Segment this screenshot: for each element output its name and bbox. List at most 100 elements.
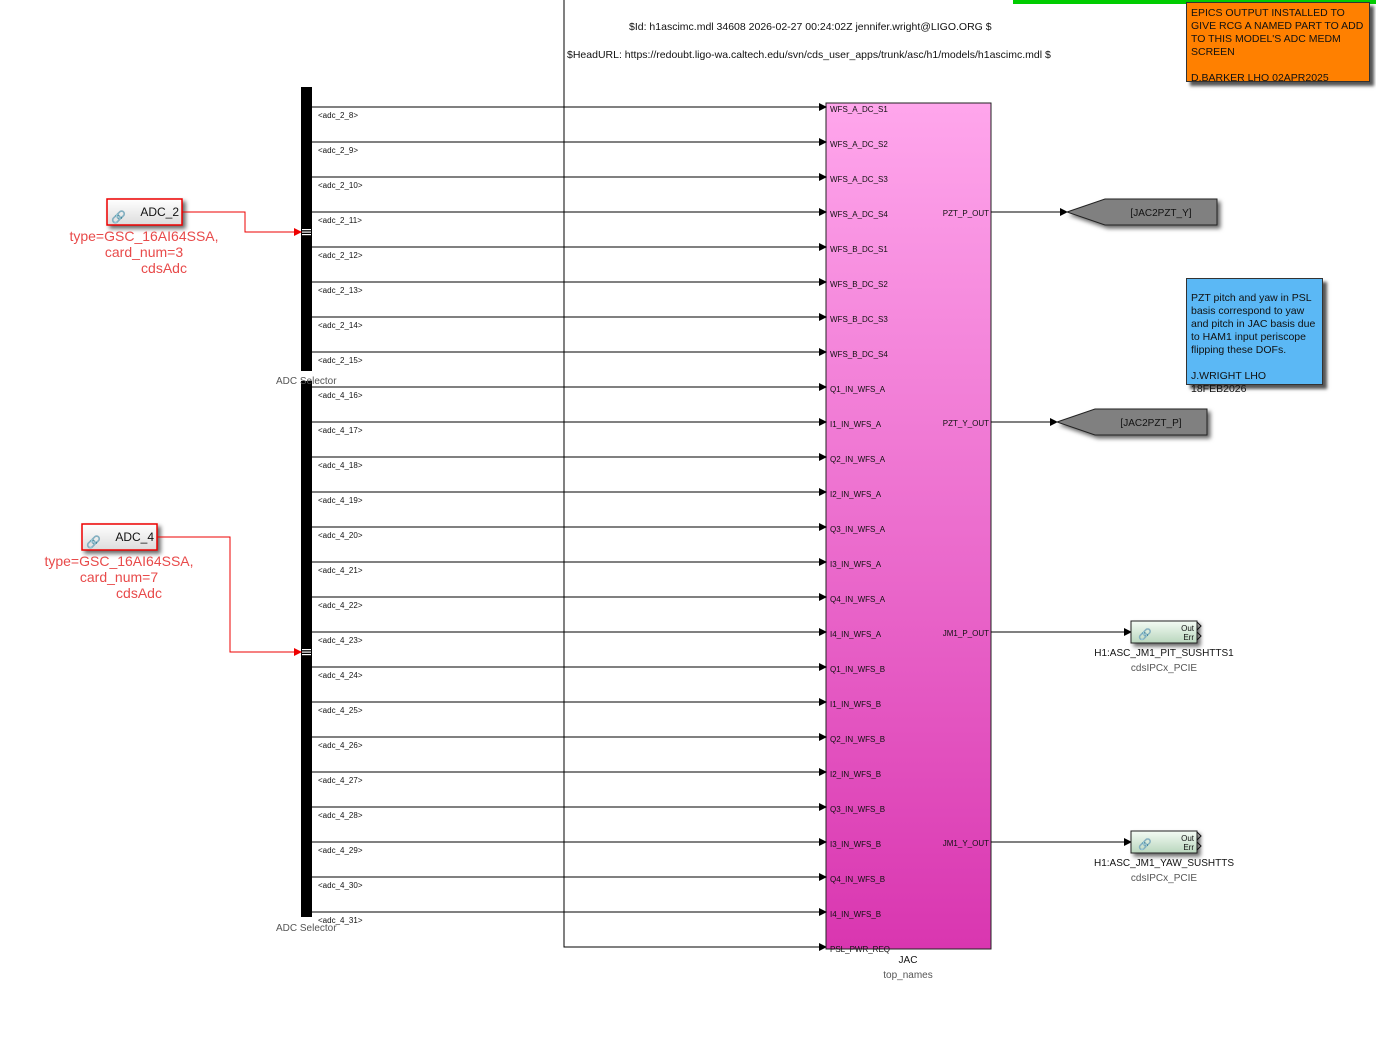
adc4-lib: cdsAdc [116, 585, 162, 601]
jac-input-port: Q4_IN_WFS_A [830, 595, 886, 604]
goto-tag-block[interactable] [1065, 198, 1218, 226]
ipc-out-port: Out [1181, 624, 1195, 633]
jac-input-port: WFS_A_DC_S1 [830, 105, 888, 114]
link-icon: 🔗 [86, 534, 101, 549]
adc2-lib: cdsAdc [141, 260, 187, 276]
signal-label: <adc_2_15> [318, 356, 363, 365]
link-icon: 🔗 [111, 209, 126, 224]
jac-input-port: PSL_PWR_REQ [830, 945, 890, 954]
jac-input-port: I3_IN_WFS_B [830, 840, 881, 849]
signal-label: <adc_4_26> [318, 741, 363, 750]
signal-label: <adc_4_20> [318, 531, 363, 540]
jac-block[interactable] [825, 102, 992, 950]
signal-label: <adc_2_13> [318, 286, 363, 295]
ipc-err-port: Err [1183, 843, 1194, 852]
signal-label: <adc_2_9> [318, 146, 358, 155]
ipc-lib: cdsIPCx_PCIE [1131, 873, 1197, 884]
jac-input-port: Q4_IN_WFS_B [830, 875, 885, 884]
signal-label: <adc_4_30> [318, 881, 363, 890]
adc-selector-2-label: ADC Selector [276, 923, 337, 934]
link-icon: 🔗 [1138, 627, 1152, 641]
psl-pwr-signal-line[interactable] [563, 0, 827, 951]
jac-input-port: Q2_IN_WFS_B [830, 735, 885, 744]
jac-input-port: WFS_B_DC_S3 [830, 315, 888, 324]
adc2-type: type=GSC_16AI64SSA, [69, 228, 219, 244]
signal-label: <adc_4_29> [318, 846, 363, 855]
selector-input-icon [302, 231, 311, 233]
jac-output-port: PZT_P_OUT [943, 209, 989, 218]
ipc-output-arrows [1196, 621, 1202, 641]
jac-input-port: I2_IN_WFS_B [830, 770, 881, 779]
link-icon: 🔗 [1138, 837, 1152, 851]
signal-label: <adc_2_11> [318, 216, 362, 225]
adc-selector-1-label: ADC Selector [276, 376, 337, 387]
epics-note[interactable]: EPICS OUTPUT INSTALLED TO GIVE RCG A NAM… [1186, 2, 1370, 84]
jac-input-port: I3_IN_WFS_A [830, 560, 882, 569]
ipc-err-port: Err [1183, 633, 1194, 642]
signal-label: <adc_4_16> [318, 391, 363, 400]
signal-label: <adc_4_23> [318, 636, 363, 645]
adc-block-name: ADC_2 [140, 205, 179, 219]
signal-label: <adc_4_24> [318, 671, 363, 680]
adc2-params: type=GSC_16AI64SSA, card_num=3 cdsAdc [60, 228, 228, 276]
ipc-lib: cdsIPCx_PCIE [1131, 663, 1197, 674]
jac-input-port: WFS_B_DC_S1 [830, 245, 888, 254]
ipc-out-port: Out [1181, 834, 1195, 843]
adc4-params: type=GSC_16AI64SSA, card_num=7 cdsAdc [35, 553, 203, 601]
selector-input-icon [302, 651, 311, 653]
selector-input-icon [302, 654, 311, 656]
signal-label: <adc_4_19> [318, 496, 363, 505]
signal-label: <adc_2_12> [318, 251, 363, 260]
jac-input-port: I1_IN_WFS_A [830, 420, 882, 429]
jac-input-port: WFS_A_DC_S4 [830, 210, 888, 219]
jac-input-port: Q1_IN_WFS_A [830, 385, 886, 394]
ipc-name: H1:ASC_JM1_YAW_SUSHTTS [1094, 858, 1234, 869]
jac-input-port: WFS_B_DC_S2 [830, 280, 888, 289]
signal-label: <adc_4_21> [318, 566, 363, 575]
ipc-output-arrows [1196, 831, 1202, 851]
jac-input-port: I2_IN_WFS_A [830, 490, 882, 499]
signal-label: <adc_4_27> [318, 776, 363, 785]
goto-tag-block[interactable] [1055, 408, 1208, 436]
jac-input-port: Q3_IN_WFS_B [830, 805, 885, 814]
signal-label: <adc_2_14> [318, 321, 363, 330]
signal-label: <adc_2_10> [318, 181, 363, 190]
adc4-card: card_num=7 [79, 569, 159, 585]
signal-label: <adc_4_17> [318, 426, 363, 435]
signal-label: <adc_4_31> [318, 916, 363, 925]
jac-input-port: I4_IN_WFS_B [830, 910, 881, 919]
jac-input-port: WFS_A_DC_S3 [830, 175, 888, 184]
adc-wire[interactable] [182, 211, 302, 236]
selector-input-icon [302, 234, 311, 236]
selector-input-icon [302, 229, 311, 231]
adc-block-name: ADC_4 [115, 530, 154, 544]
svn-url-line: $HeadURL: https://redoubt.ligo-wa.caltec… [567, 49, 1051, 61]
jac-input-port: Q1_IN_WFS_B [830, 665, 885, 674]
adc-wire[interactable] [157, 536, 302, 656]
jac-output-port: JM1_Y_OUT [943, 839, 989, 848]
jac-input-port: WFS_A_DC_S2 [830, 140, 888, 149]
signal-label: <adc_4_18> [318, 461, 363, 470]
svn-id-line: $Id: h1ascimc.mdl 34608 2026-02-27 00:24… [629, 21, 992, 33]
ipc-name: H1:ASC_JM1_PIT_SUSHTTS1 [1094, 648, 1234, 659]
jac-block-lib: top_names [883, 970, 932, 981]
goto-tag-label: [JAC2PZT_P] [1120, 418, 1181, 429]
jac-output-port: PZT_Y_OUT [943, 419, 989, 428]
adc4-type: type=GSC_16AI64SSA, [44, 553, 194, 569]
signal-label: <adc_4_25> [318, 706, 363, 715]
signal-label: <adc_4_28> [318, 811, 363, 820]
goto-tag-label: [JAC2PZT_Y] [1130, 208, 1191, 219]
pzt-basis-note[interactable]: PZT pitch and yaw in PSL basis correspon… [1186, 278, 1323, 395]
selector-input-icon [302, 649, 311, 651]
jac-input-port: I4_IN_WFS_A [830, 630, 882, 639]
jac-input-port: WFS_B_DC_S4 [830, 350, 888, 359]
signal-label: <adc_4_22> [318, 601, 363, 610]
signal-label: <adc_2_8> [318, 111, 358, 120]
adc-block-4[interactable] [81, 523, 158, 551]
adc2-card: card_num=3 [104, 244, 184, 260]
jac-output-port: JM1_P_OUT [943, 629, 989, 638]
jac-input-port: Q2_IN_WFS_A [830, 455, 886, 464]
jac-input-port: I1_IN_WFS_B [830, 700, 881, 709]
jac-block-name: JAC [899, 955, 918, 966]
